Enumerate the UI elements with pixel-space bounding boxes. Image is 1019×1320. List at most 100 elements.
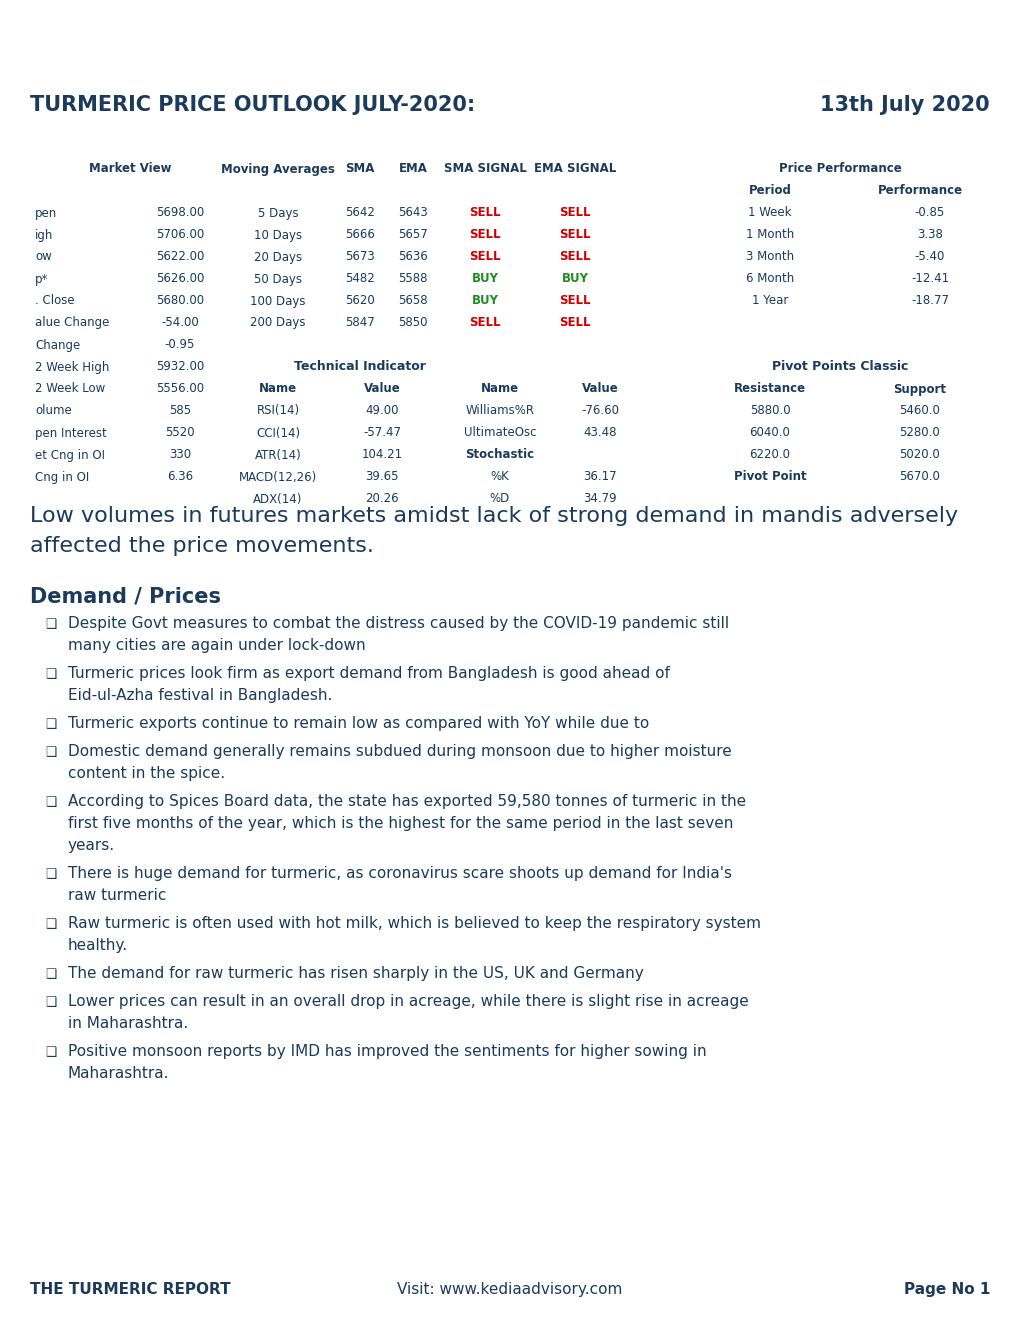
Text: ❑: ❑	[45, 746, 56, 759]
Text: Change: Change	[35, 338, 81, 351]
Text: 39.65: 39.65	[365, 470, 398, 483]
Text: 330: 330	[169, 449, 191, 462]
Text: 5673: 5673	[344, 251, 375, 264]
Text: Technical Indicator: Technical Indicator	[293, 360, 426, 374]
Text: CCI(14): CCI(14)	[256, 426, 300, 440]
Text: 5520: 5520	[165, 426, 195, 440]
Text: Resistance: Resistance	[734, 383, 805, 396]
Text: p*: p*	[35, 272, 48, 285]
Text: Price Performance: Price Performance	[777, 162, 901, 176]
Text: 10 Days: 10 Days	[254, 228, 302, 242]
Text: SELL: SELL	[469, 228, 500, 242]
Text: %D: %D	[489, 492, 510, 506]
Text: The demand for raw turmeric has risen sharply in the US, UK and Germany: The demand for raw turmeric has risen sh…	[68, 966, 643, 981]
Text: Performance: Performance	[876, 185, 962, 198]
Text: KEDIA: KEDIA	[51, 18, 104, 34]
Text: 5932.00: 5932.00	[156, 360, 204, 374]
Text: -54.00: -54.00	[161, 317, 199, 330]
Text: 5482: 5482	[344, 272, 375, 285]
Text: olume: olume	[35, 404, 71, 417]
Text: content in the spice.: content in the spice.	[68, 766, 225, 781]
Text: ❑: ❑	[45, 917, 56, 931]
Text: 49.00: 49.00	[365, 404, 398, 417]
Text: first five months of the year, which is the highest for the same period in the l: first five months of the year, which is …	[68, 816, 733, 832]
Text: According to Spices Board data, the state has exported 59,580 tonnes of turmeric: According to Spices Board data, the stat…	[68, 795, 745, 809]
Text: SELL: SELL	[469, 251, 500, 264]
Text: 5020.0: 5020.0	[899, 449, 940, 462]
Text: Positive monsoon reports by IMD has improved the sentiments for higher sowing in: Positive monsoon reports by IMD has impr…	[68, 1044, 706, 1059]
Text: ADX(14): ADX(14)	[253, 492, 303, 506]
Text: et Cng in OI: et Cng in OI	[35, 449, 105, 462]
Text: NCDEX TMCFGRNZM 20AUG2020: NCDEX TMCFGRNZM 20AUG2020	[370, 136, 649, 152]
Text: 6 Month: 6 Month	[745, 272, 794, 285]
Text: 5698.00: 5698.00	[156, 206, 204, 219]
Text: alue Change: alue Change	[35, 317, 109, 330]
Text: -5.40: -5.40	[914, 251, 945, 264]
Text: 36.17: 36.17	[583, 470, 616, 483]
Text: Pivot Points Classic: Pivot Points Classic	[771, 360, 907, 374]
Text: 34.79: 34.79	[583, 492, 616, 506]
Text: RSI(14): RSI(14)	[256, 404, 300, 417]
Text: 5670.0: 5670.0	[899, 470, 940, 483]
Text: 5642: 5642	[344, 206, 375, 219]
Text: 5880.0: 5880.0	[749, 404, 790, 417]
Text: -18.77: -18.77	[910, 294, 948, 308]
Text: Name: Name	[259, 383, 297, 396]
Text: Pivot Point: Pivot Point	[733, 470, 806, 483]
Text: Demand / Prices: Demand / Prices	[30, 586, 221, 606]
Text: EMA SIGNAL: EMA SIGNAL	[533, 162, 615, 176]
Text: ow: ow	[35, 251, 52, 264]
Text: Page No 1: Page No 1	[903, 1282, 989, 1298]
Text: SMA SIGNAL: SMA SIGNAL	[443, 162, 526, 176]
Text: TURMERIC PRICE OUTLOOK JULY-2020:: TURMERIC PRICE OUTLOOK JULY-2020:	[30, 95, 475, 115]
Text: %K: %K	[490, 470, 508, 483]
Text: 20.26: 20.26	[365, 492, 398, 506]
Text: SMA: SMA	[345, 162, 374, 176]
Text: ❑: ❑	[45, 1045, 56, 1059]
Text: 5 Days: 5 Days	[258, 206, 298, 219]
Text: in Maharashtra.: in Maharashtra.	[68, 1016, 189, 1031]
Text: Domestic demand generally remains subdued during monsoon due to higher moisture: Domestic demand generally remains subdue…	[68, 744, 731, 759]
Text: Moving Averages: Moving Averages	[221, 162, 334, 176]
Text: Maharashtra.: Maharashtra.	[68, 1067, 169, 1081]
Text: -12.41: -12.41	[910, 272, 948, 285]
Text: pen Interest: pen Interest	[35, 426, 107, 440]
Text: 6220.0: 6220.0	[749, 449, 790, 462]
Text: healthy.: healthy.	[68, 939, 128, 953]
Text: SELL: SELL	[558, 251, 590, 264]
Text: 5280.0: 5280.0	[899, 426, 940, 440]
Text: 5658: 5658	[397, 294, 427, 308]
Text: SELL: SELL	[469, 206, 500, 219]
Text: 5666: 5666	[344, 228, 375, 242]
Text: ❑: ❑	[45, 718, 56, 731]
Text: ADVISORY: ADVISORY	[34, 51, 121, 66]
Text: Value: Value	[581, 383, 618, 396]
Text: SELL: SELL	[558, 317, 590, 330]
Text: Turmeric Outlook July 2020: Turmeric Outlook July 2020	[306, 16, 983, 59]
Text: 200 Days: 200 Days	[250, 317, 306, 330]
Text: 5706.00: 5706.00	[156, 228, 204, 242]
Text: BUY: BUY	[560, 272, 588, 285]
Text: -0.95: -0.95	[165, 338, 195, 351]
Text: Visit: www.kediaadvisory.com: Visit: www.kediaadvisory.com	[397, 1282, 622, 1298]
Text: -76.60: -76.60	[581, 404, 619, 417]
Text: UltimateOsc: UltimateOsc	[464, 426, 536, 440]
Text: pen: pen	[35, 206, 57, 219]
Text: Eid-ul-Azha festival in Bangladesh.: Eid-ul-Azha festival in Bangladesh.	[68, 688, 332, 704]
Text: MACD(12,26): MACD(12,26)	[238, 470, 317, 483]
Text: 3.38: 3.38	[916, 228, 942, 242]
Text: BUY: BUY	[471, 294, 498, 308]
Text: 5847: 5847	[344, 317, 375, 330]
Text: ❑: ❑	[45, 668, 56, 681]
Text: 43.48: 43.48	[583, 426, 616, 440]
Text: Raw turmeric is often used with hot milk, which is believed to keep the respirat: Raw turmeric is often used with hot milk…	[68, 916, 760, 931]
Text: 1 Month: 1 Month	[745, 228, 794, 242]
Text: 2 Week High: 2 Week High	[35, 360, 109, 374]
Text: ❑: ❑	[45, 869, 56, 880]
Text: 1 Week: 1 Week	[748, 206, 791, 219]
Text: SELL: SELL	[558, 228, 590, 242]
Text: 100 Days: 100 Days	[250, 294, 306, 308]
Text: 5588: 5588	[397, 272, 427, 285]
Text: . Close: . Close	[35, 294, 74, 308]
Text: ❑: ❑	[45, 618, 56, 631]
